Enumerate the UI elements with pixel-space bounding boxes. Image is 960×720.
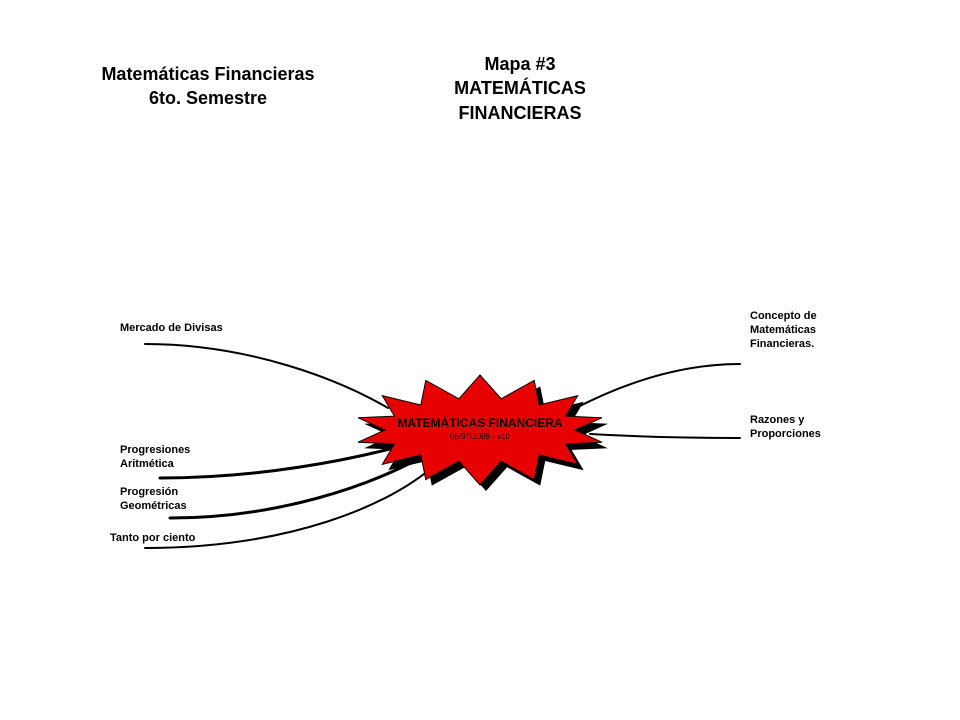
- center-node-title: MATEMÁTICAS FINANCIERA: [385, 416, 575, 430]
- branch-curve-mercado: [145, 344, 388, 408]
- branch-label-prog_geo: Progresión Geométricas: [120, 486, 280, 518]
- branch-label-razones: Razones y Proporciones: [750, 414, 910, 446]
- branch-label-mercado: Mercado de Divisas: [120, 322, 300, 338]
- branch-label-prog_arit: Progresiones Aritmética: [120, 444, 280, 476]
- center-node: MATEMÁTICAS FINANCIERA 06/07/2009 - v10: [385, 416, 575, 448]
- branch-curve-concepto: [572, 364, 740, 410]
- center-node-subtitle: 06/07/2009 - v10: [385, 432, 575, 441]
- mindmap-diagram: Mercado de Divisas Progresiones Aritmétic…: [90, 310, 870, 570]
- branch-label-tanto: Tanto por ciento: [110, 532, 280, 548]
- branch-label-concepto: Concepto de Matemáticas Financieras.: [750, 310, 910, 358]
- header-left: Matemáticas Financieras 6to. Semestre: [78, 62, 338, 111]
- header-right: Mapa #3 MATEMÁTICAS FINANCIERAS: [410, 52, 630, 125]
- branch-curve-razones: [590, 434, 740, 438]
- page: Matemáticas Financieras 6to. Semestre Ma…: [0, 0, 960, 720]
